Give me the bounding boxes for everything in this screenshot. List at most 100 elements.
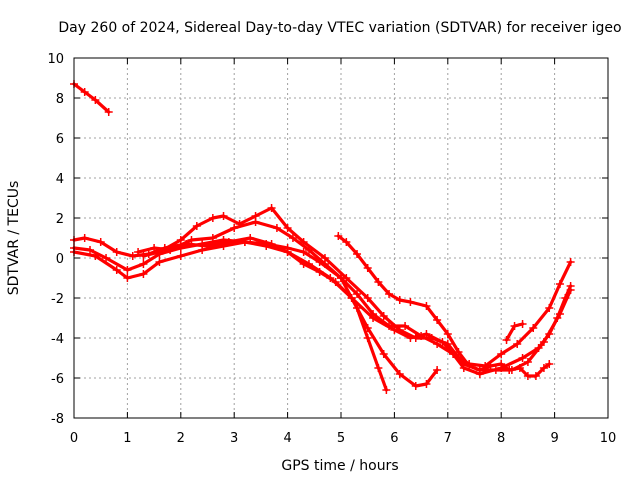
data-point	[208, 234, 217, 242]
series-line	[141, 206, 573, 372]
series-line	[72, 236, 439, 388]
data-point	[363, 324, 372, 332]
data-point	[395, 326, 404, 334]
y-tick-label: 2	[56, 212, 64, 227]
data-point	[433, 366, 442, 374]
data-point	[374, 364, 383, 372]
series-line	[72, 82, 111, 114]
data-point	[363, 294, 372, 302]
y-tick-label: 8	[56, 92, 64, 107]
data-point	[411, 382, 420, 390]
data-point	[363, 334, 372, 342]
data-point	[219, 242, 228, 250]
data-point	[283, 248, 292, 256]
data-point	[104, 108, 113, 116]
data-point	[395, 370, 404, 378]
data-point	[334, 232, 343, 240]
data-point	[347, 294, 356, 302]
data-point	[267, 204, 276, 212]
data-point	[539, 364, 548, 372]
data-point	[497, 360, 506, 368]
data-point	[155, 258, 164, 266]
data-point	[139, 270, 148, 278]
data-point	[326, 274, 335, 282]
y-tick-label: 10	[47, 52, 64, 67]
data-point	[379, 312, 388, 320]
data-point	[112, 248, 121, 256]
y-tick-label: -4	[51, 332, 64, 347]
data-point	[102, 254, 111, 262]
data-point	[235, 220, 244, 228]
data-point	[566, 286, 575, 294]
data-point	[510, 322, 519, 330]
data-point	[395, 296, 404, 304]
data-point	[240, 238, 249, 246]
data-point	[342, 238, 351, 246]
data-point	[566, 258, 575, 266]
data-point	[545, 304, 554, 312]
data-point	[363, 264, 372, 272]
data-point	[208, 214, 217, 222]
data-point	[155, 248, 164, 256]
data-point	[422, 302, 431, 310]
data-point	[251, 212, 260, 220]
data-point	[497, 350, 506, 358]
x-tick-label: 10	[600, 431, 617, 446]
x-tick-label: 8	[497, 431, 505, 446]
x-tick-label: 4	[283, 431, 291, 446]
data-point	[96, 238, 105, 246]
data-point	[505, 366, 514, 374]
data-point	[123, 274, 132, 282]
data-point	[433, 316, 442, 324]
chart-title: Day 260 of 2024, Sidereal Day-to-day VTE…	[58, 20, 621, 36]
data-series	[70, 80, 575, 394]
x-tick-label: 2	[177, 431, 185, 446]
data-point	[304, 260, 313, 268]
data-point	[176, 252, 185, 260]
data-point	[401, 322, 410, 330]
data-point	[272, 224, 281, 232]
data-point	[465, 362, 474, 370]
x-tick-label: 7	[444, 431, 452, 446]
data-point	[513, 340, 522, 348]
data-point	[230, 224, 239, 232]
data-point	[443, 340, 452, 348]
data-point	[139, 252, 148, 260]
data-point	[299, 238, 308, 246]
data-point	[406, 298, 415, 306]
data-point	[555, 310, 564, 318]
data-point	[379, 350, 388, 358]
y-tick-label: 4	[56, 172, 64, 187]
data-point	[353, 250, 362, 258]
data-point	[539, 338, 548, 346]
data-point	[219, 212, 228, 220]
data-point	[545, 360, 554, 368]
series-track-5	[134, 218, 575, 370]
x-tick-label: 5	[337, 431, 345, 446]
y-tick-label: 0	[56, 252, 64, 267]
series-track-8	[505, 360, 554, 380]
data-point	[342, 274, 351, 282]
data-point	[443, 330, 452, 338]
x-tick-label: 6	[390, 431, 398, 446]
x-tick-label: 3	[230, 431, 238, 446]
data-point	[382, 386, 391, 394]
data-point	[192, 222, 201, 230]
data-point	[283, 224, 292, 232]
data-point	[422, 380, 431, 388]
data-point	[176, 236, 185, 244]
data-point	[91, 96, 100, 104]
y-tick-label: 6	[56, 132, 64, 147]
data-point	[187, 236, 196, 244]
data-point	[198, 246, 207, 254]
series-line	[72, 240, 573, 376]
x-tick-label: 1	[123, 431, 131, 446]
axis-ticks: 0 1 2 3 4 5 6 7 8 9 10 -8 -6 -4 -2 0 2 4 6 8 10	[47, 52, 616, 446]
data-point	[385, 322, 394, 330]
y-tick-label: -2	[51, 292, 64, 307]
data-point	[555, 280, 564, 288]
y-tick-label: -8	[51, 412, 64, 427]
data-point	[369, 310, 378, 318]
data-point	[128, 252, 137, 260]
